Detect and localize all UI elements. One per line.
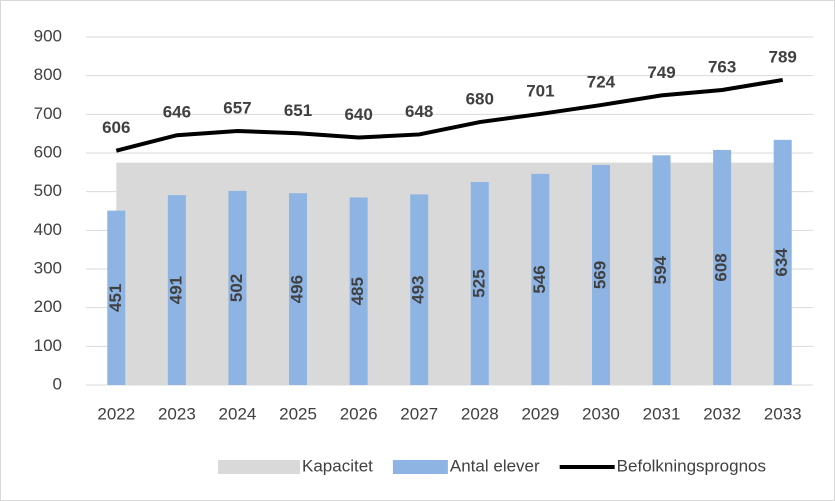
- bar-label: 525: [469, 269, 488, 297]
- y-tick-label: 800: [34, 65, 62, 84]
- bar: [591, 164, 610, 385]
- bar-label: 451: [106, 284, 125, 312]
- line-label: 789: [769, 47, 797, 66]
- bar-label: 485: [348, 277, 367, 305]
- line-label: 657: [223, 98, 251, 117]
- line-label: 724: [587, 73, 616, 92]
- bar: [470, 182, 489, 385]
- y-tick-label: 500: [34, 181, 62, 200]
- bar-label: 493: [409, 275, 428, 303]
- bar: [713, 149, 732, 385]
- x-tick-label: 2030: [582, 404, 620, 423]
- bar: [349, 197, 368, 385]
- bar: [289, 193, 308, 385]
- y-tick-label: 0: [53, 374, 62, 393]
- bar: [167, 195, 186, 385]
- legend-swatch: [392, 460, 448, 474]
- line-label: 680: [466, 90, 494, 109]
- y-tick-label: 200: [34, 297, 62, 316]
- capacity-area: [116, 162, 783, 385]
- x-tick-label: 2029: [521, 404, 559, 423]
- bar-label: 491: [166, 276, 185, 304]
- x-tick-label: 2028: [461, 404, 499, 423]
- bar-label: 634: [772, 248, 791, 277]
- line-label: 651: [284, 101, 312, 120]
- bar-label: 496: [288, 275, 307, 303]
- line-label: 648: [405, 102, 433, 121]
- line-label: 763: [708, 57, 736, 76]
- bar: [531, 173, 550, 385]
- x-tick-label: 2024: [219, 404, 257, 423]
- line: [115, 77, 784, 153]
- line-label: 701: [526, 81, 554, 100]
- bar-label: 546: [530, 265, 549, 293]
- y-tick-label: 900: [34, 26, 62, 45]
- line-label: 749: [647, 63, 675, 82]
- x-tick-label: 2027: [400, 404, 438, 423]
- y-tick-label: 700: [34, 104, 62, 123]
- x-tick-label: 2023: [158, 404, 196, 423]
- legend-label: Kapacitet: [302, 456, 373, 475]
- y-tick-label: 300: [34, 258, 62, 277]
- legend-label: Antal elever: [450, 456, 540, 475]
- legend-label: Befolkningsprognos: [617, 456, 766, 475]
- bar: [228, 190, 247, 385]
- line-label: 640: [344, 105, 372, 124]
- bar: [107, 210, 126, 385]
- x-tick-label: 2032: [703, 404, 741, 423]
- y-tick-label: 600: [34, 142, 62, 161]
- bar-label: 569: [590, 261, 609, 289]
- bar: [652, 155, 671, 385]
- bar-label: 594: [651, 255, 670, 284]
- x-tick-label: 2031: [643, 404, 681, 423]
- y-tick-label: 400: [34, 220, 62, 239]
- x-tick-label: 2022: [97, 404, 135, 423]
- bar: [773, 139, 792, 385]
- x-tick-label: 2033: [764, 404, 802, 423]
- line-label: 606: [102, 118, 130, 137]
- bar: [410, 194, 429, 385]
- bar-label: 502: [227, 274, 246, 302]
- y-tick-label: 100: [34, 336, 62, 355]
- x-tick-label: 2026: [340, 404, 378, 423]
- x-tick-label: 2025: [279, 404, 317, 423]
- legend-swatch: [218, 460, 300, 474]
- bar-label: 608: [712, 253, 731, 281]
- line-label: 646: [163, 103, 191, 122]
